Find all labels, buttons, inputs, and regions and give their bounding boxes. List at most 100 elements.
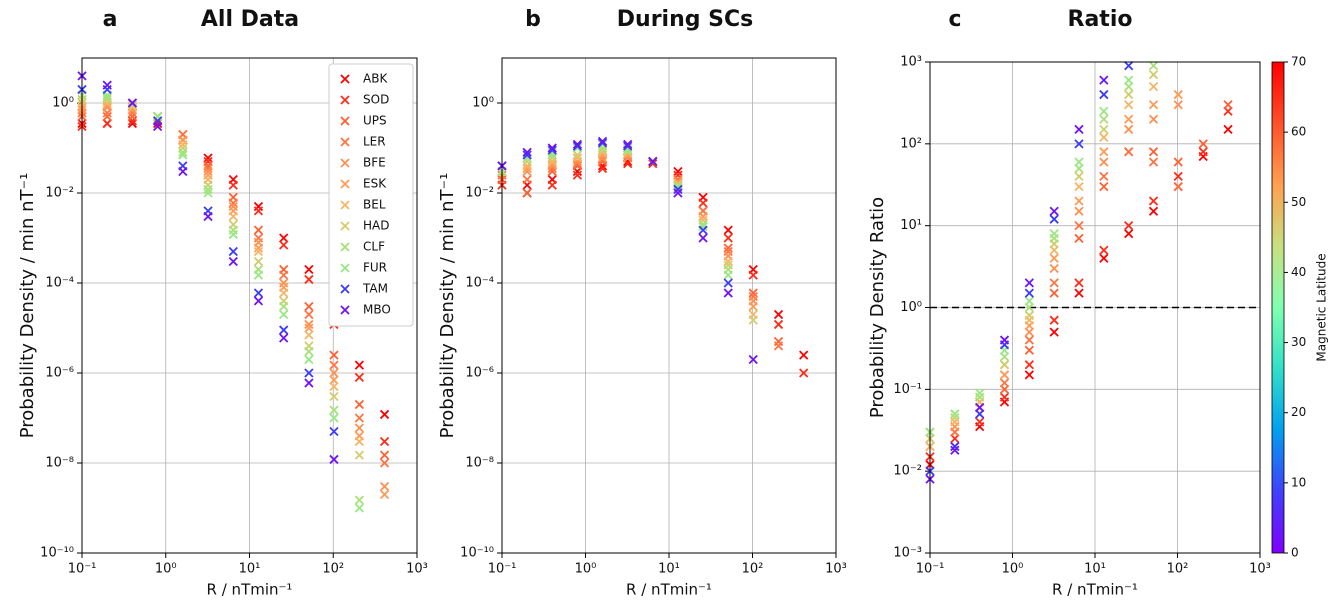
marker [799,350,809,360]
marker [623,143,633,153]
marker [723,233,733,243]
legend-box [328,63,414,327]
x-tick-label: 10³ [406,562,428,577]
marker [950,445,960,455]
marker [748,315,758,325]
marker [723,288,733,298]
marker [203,153,213,163]
marker [228,256,238,267]
legend-marker [340,179,350,189]
y-tick-label: 10⁻¹⁰ [40,546,74,561]
marker [304,330,314,340]
marker [329,391,339,402]
x-tick-label: 10¹ [1084,562,1106,577]
y-tick-label: 10² [900,136,922,151]
y-tick-label: 10⁰ [52,96,74,111]
marker [379,450,390,460]
marker [1024,296,1034,306]
marker [522,163,532,174]
marker [698,233,708,243]
marker [253,243,264,253]
marker [748,301,758,312]
marker [354,360,364,370]
marker [1099,132,1109,142]
marker [379,409,390,420]
y-tick-label: 10⁻³ [893,546,922,561]
marker [673,184,683,195]
marker [1198,139,1208,149]
marker [723,278,733,288]
legend-marker [340,305,350,315]
marker [203,166,213,177]
plot-frame [81,57,418,554]
marker [152,118,163,129]
legend-label: BEL [363,198,386,212]
marker [228,211,238,222]
marker [723,225,733,235]
marker [673,188,683,198]
marker [304,346,314,357]
marker [1148,147,1159,157]
legend-marker [340,284,350,294]
plot-frame [929,61,1261,554]
marker [1024,335,1034,345]
marker [279,270,289,280]
marker [572,139,583,150]
colorbar-label: Magnetic Latitude [1315,253,1329,361]
y-tick-label: 10⁻⁸ [45,456,74,471]
legend-label: HAD [363,219,389,233]
marker [253,256,264,267]
marker [354,372,364,382]
marker [354,423,364,433]
marker [379,481,390,492]
marker [1148,196,1159,206]
marker [1074,206,1084,216]
marker [203,211,213,222]
marker [975,417,985,427]
marker [1074,221,1084,231]
x-tick-label: 10³ [1249,562,1271,577]
marker [723,256,733,267]
marker [1148,114,1159,124]
marker [950,409,960,419]
marker [329,360,339,370]
y-tick-label: 10⁻⁴ [45,276,74,291]
marker [1049,228,1059,239]
marker [228,246,238,257]
marker [329,381,339,392]
marker [1099,171,1109,182]
marker [522,174,532,185]
marker [1074,288,1084,298]
marker [773,341,784,351]
marker [597,138,608,148]
x-tick-label: 10¹ [658,562,680,577]
marker [1024,278,1034,288]
marker [999,335,1010,345]
marker [572,141,583,151]
marker [572,170,583,180]
marker [253,270,264,280]
marker [1099,106,1109,116]
colorbar-tick-label: 70 [1291,55,1306,69]
legend-label: TAM [362,282,388,296]
marker [102,118,112,129]
marker [178,147,188,157]
marker [999,360,1010,370]
marker [1049,327,1059,337]
marker [1074,139,1084,149]
marker [304,319,314,330]
marker [597,139,608,150]
marker [950,413,960,423]
panel-title: During SCs [617,7,753,32]
marker [1124,228,1134,239]
marker [354,413,364,423]
marker [379,458,390,468]
marker [1099,124,1109,135]
x-tick-label: 10⁰ [575,562,597,577]
marker [1148,81,1159,92]
y-tick-label: 10⁻¹⁰ [460,546,494,561]
marker [304,301,314,312]
marker [698,221,708,232]
marker [773,319,784,330]
marker [178,139,188,150]
